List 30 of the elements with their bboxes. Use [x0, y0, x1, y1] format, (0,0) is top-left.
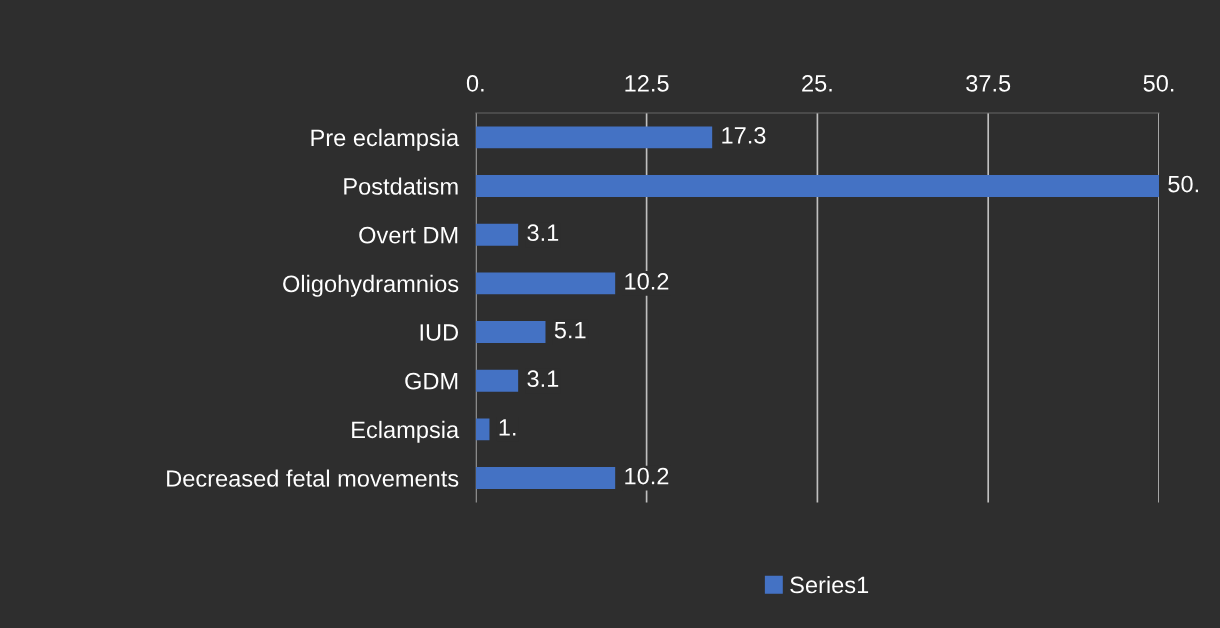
data-label: 3.1 [527, 224, 559, 242]
y-tick-label: Postdatism [344, 177, 458, 195]
x-tick-label: 37.5 [966, 74, 1011, 92]
y-tick-label: Overt DM [359, 226, 458, 244]
bar [475, 369, 519, 392]
bar [475, 418, 490, 441]
x-tick-label: 12.5 [625, 74, 669, 92]
y-tick-label: Eclampsia [352, 420, 460, 443]
y-tick-label: Oligohydramnios [283, 274, 459, 297]
legend-label: Series1 [790, 575, 869, 594]
data-label: 10.2 [625, 273, 669, 290]
y-tick-label: IUD [420, 324, 458, 341]
x-tick-label: 0. [466, 74, 484, 92]
x-tick-label: 25. [802, 74, 832, 92]
bar [475, 321, 546, 344]
bar [475, 223, 519, 246]
bar [475, 126, 713, 149]
data-label: 17.3 [722, 126, 766, 144]
data-label: 5.1 [554, 321, 586, 339]
data-label: 50. [1168, 175, 1198, 193]
data-label: 1. [499, 419, 516, 436]
x-tick-label: 50. [1143, 74, 1174, 92]
data-label: 3.1 [527, 370, 559, 388]
data-label: 10.2 [625, 467, 669, 485]
y-tick-label: Decreased fetal movements [167, 469, 459, 487]
y-tick-label: Pre eclampsia [311, 128, 460, 151]
bar [475, 175, 1159, 197]
bar [475, 272, 616, 295]
bar [475, 467, 616, 490]
y-tick-label: GDM [405, 372, 458, 390]
